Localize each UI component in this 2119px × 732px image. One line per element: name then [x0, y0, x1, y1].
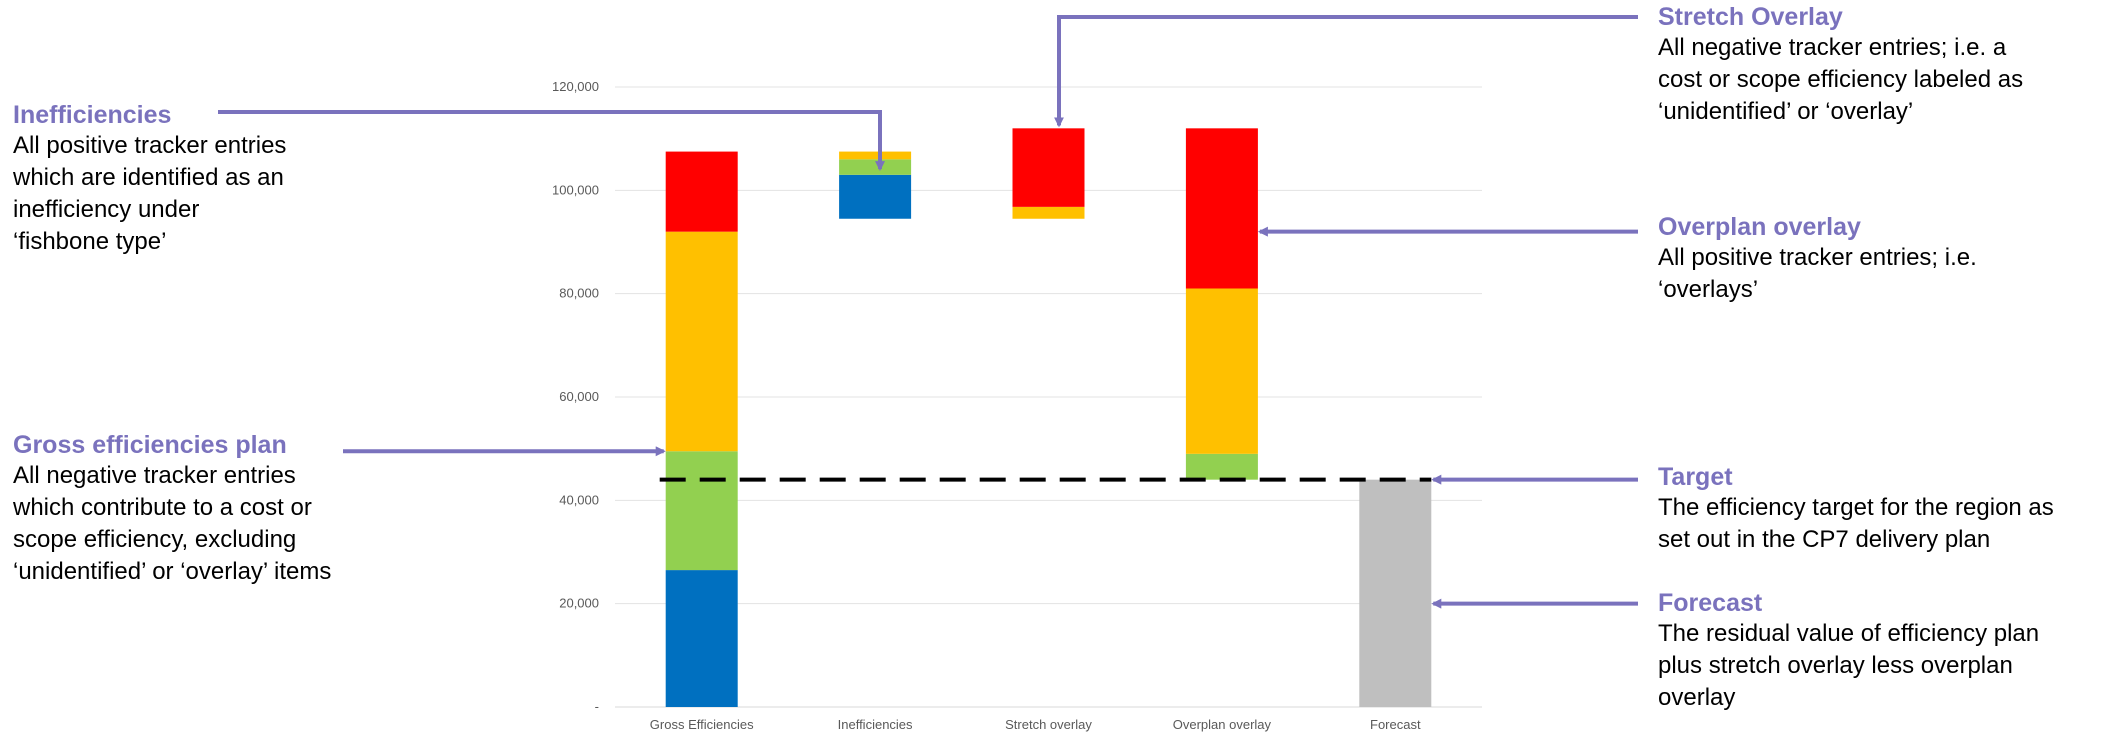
- annotation-title: Target: [1658, 463, 1733, 491]
- annotation-title: Gross efficiencies plan: [13, 431, 287, 459]
- bar-segment: [839, 151, 912, 160]
- annotation-line: All positive tracker entries: [13, 132, 287, 159]
- annotation-line: set out in the CP7 delivery plan: [1658, 526, 1991, 553]
- annotation-line: overlay: [1658, 684, 1736, 711]
- annotation-inefficiencies: Inefficiencies All positive tracker entr…: [13, 100, 286, 258]
- bar-segment: [1185, 453, 1258, 480]
- bar-segment: [665, 151, 738, 232]
- annotation-body: All positive tracker entries which are i…: [13, 130, 286, 258]
- arrow-stretch-overlay: [1054, 15, 1638, 128]
- bar-segment: [1012, 128, 1085, 207]
- annotation-line: ‘fishbone type’: [13, 228, 167, 255]
- x-tick-label: Inefficiencies: [838, 717, 913, 732]
- x-tick-label: Gross Efficiencies: [650, 717, 754, 732]
- annotation-line: ‘unidentified’ or ‘overlay’: [1658, 98, 1914, 125]
- bar-segment: [839, 159, 912, 175]
- annotation-title: Stretch Overlay: [1658, 3, 1843, 31]
- annotation-line: scope efficiency, excluding: [13, 526, 297, 553]
- bar-segment: [839, 174, 912, 219]
- annotation-body: The efficiency target for the region as …: [1658, 492, 2054, 556]
- annotation-overplan-overlay: Overplan overlay All positive tracker en…: [1658, 212, 1977, 306]
- annotation-forecast: Forecast The residual value of efficienc…: [1658, 588, 2039, 714]
- y-tick-label: 80,000: [559, 286, 599, 301]
- annotation-title: Forecast: [1658, 589, 1763, 617]
- bar-segment: [1185, 128, 1258, 289]
- annotation-target: Target The efficiency target for the reg…: [1658, 462, 2054, 556]
- annotation-line: which are identified as an: [13, 164, 284, 191]
- annotation-gross-efficiencies: Gross efficiencies plan All negative tra…: [13, 430, 331, 588]
- annotation-line: All negative tracker entries; i.e. a: [1658, 34, 2007, 61]
- annotation-body: All positive tracker entries; i.e. ‘over…: [1658, 242, 1977, 306]
- y-tick-label: 60,000: [559, 389, 599, 404]
- annotation-title: Inefficiencies: [13, 101, 172, 129]
- bar-segment: [1359, 479, 1432, 707]
- annotation-line: All negative tracker entries: [13, 462, 296, 489]
- annotation-body: All negative tracker entries; i.e. a cos…: [1658, 32, 2023, 128]
- annotation-stretch-overlay: Stretch Overlay All negative tracker ent…: [1658, 2, 2023, 128]
- annotation-line: plus stretch overlay less overplan: [1658, 652, 2013, 679]
- annotation-line: The residual value of efficiency plan: [1658, 620, 2040, 647]
- y-tick-label: 100,000: [552, 182, 599, 197]
- annotation-line: ‘overlays’: [1658, 276, 1759, 303]
- x-tick-label: Stretch overlay: [1005, 717, 1092, 732]
- y-tick-label: 20,000: [559, 596, 599, 611]
- annotation-body: All negative tracker entries which contr…: [13, 460, 331, 588]
- y-tick-label: -: [595, 699, 599, 714]
- annotation-body: The residual value of efficiency plan pl…: [1658, 618, 2039, 714]
- x-tick-label: Forecast: [1370, 717, 1421, 732]
- y-tick-label: 120,000: [552, 79, 599, 94]
- bar-segment: [1012, 206, 1085, 219]
- y-tick-label: 40,000: [559, 492, 599, 507]
- annotation-line: cost or scope efficiency labeled as: [1658, 66, 2024, 93]
- annotation-line: The efficiency target for the region as: [1658, 494, 2054, 521]
- bar-segment: [1185, 288, 1258, 454]
- bar-segment: [665, 231, 738, 452]
- annotation-line: ‘unidentified’ or ‘overlay’ items: [13, 558, 332, 585]
- annotation-line: which contribute to a cost or: [13, 494, 312, 521]
- annotation-title: Overplan overlay: [1658, 213, 1861, 241]
- bar-segment: [665, 570, 738, 707]
- annotation-line: All positive tracker entries; i.e.: [1658, 244, 1977, 271]
- arrow-inefficiencies: [218, 110, 885, 172]
- x-tick-label: Overplan overlay: [1173, 717, 1272, 732]
- bar-segment: [665, 451, 738, 571]
- annotation-line: inefficiency under: [13, 196, 200, 223]
